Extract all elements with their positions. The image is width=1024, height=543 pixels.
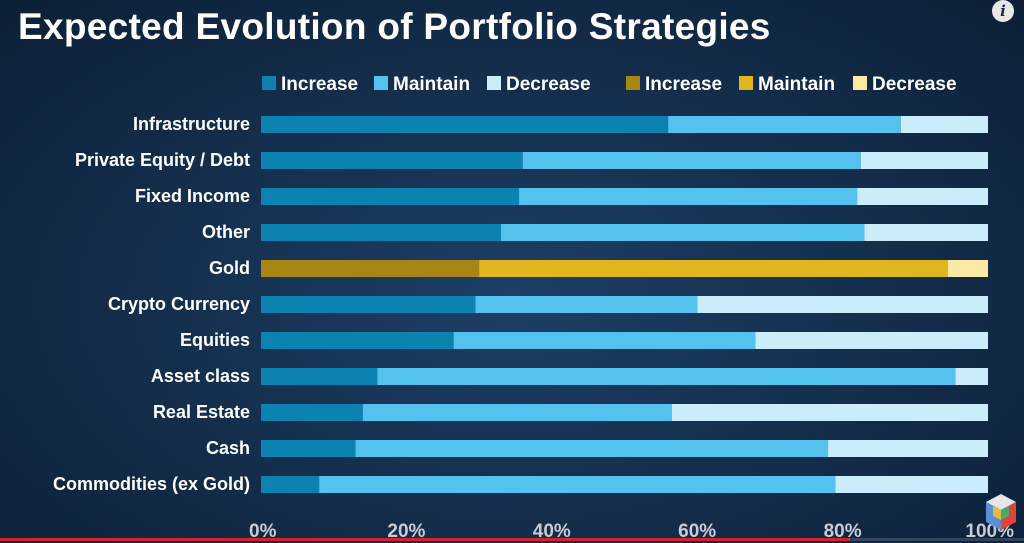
- bar-crypto-currency-increase: [261, 296, 476, 313]
- bar-crypto-currency-decrease: [697, 296, 988, 313]
- category-labels: Infrastructure Private Equity / Debt Fixed…: [53, 114, 250, 494]
- bar-private-equity-debt-maintain: [522, 152, 861, 169]
- bar-equities-maintain: [453, 332, 756, 349]
- bar-gold-increase: [261, 260, 480, 277]
- bar-commodities-ex-gold-decrease: [835, 476, 988, 493]
- legend-swatch-gold-increase: [626, 76, 640, 90]
- legend: Increase Maintain Decrease Increase Maintain…: [262, 74, 957, 95]
- bar-private-equity-debt-decrease: [860, 152, 988, 169]
- bar-crypto-currency-maintain: [475, 296, 698, 313]
- bar-cash-maintain: [355, 440, 829, 457]
- bar-equities-increase: [261, 332, 454, 349]
- bar-gold-maintain: [479, 260, 949, 277]
- category-label-gold: Gold: [209, 258, 250, 278]
- bar-commodities-ex-gold-increase: [261, 476, 320, 493]
- legend-label-gold-decrease: Decrease: [872, 74, 957, 95]
- category-label-other: Other: [202, 222, 250, 242]
- bars: [261, 116, 988, 493]
- legend-swatch-gold-maintain: [739, 76, 753, 90]
- category-label-asset-class: Asset class: [151, 366, 250, 386]
- bar-asset-class-increase: [261, 368, 378, 385]
- tick-label-40: 40%: [533, 521, 571, 542]
- category-label-equities: Equities: [180, 330, 250, 350]
- legend-label-blue-increase: Increase: [281, 74, 358, 95]
- category-label-fixed-income: Fixed Income: [135, 186, 250, 206]
- legend-swatch-blue-increase: [262, 76, 276, 90]
- legend-swatch-blue-maintain: [374, 76, 388, 90]
- bar-private-equity-debt-increase: [261, 152, 523, 169]
- bar-real-estate-increase: [261, 404, 363, 421]
- bar-cash-decrease: [828, 440, 988, 457]
- cube-logo-icon: [986, 494, 1016, 530]
- legend-label-gold-maintain: Maintain: [758, 74, 835, 95]
- bar-infrastructure-increase: [261, 116, 669, 133]
- legend-swatch-blue-decrease: [487, 76, 501, 90]
- tick-label-80: 80%: [824, 521, 862, 542]
- tick-label-60: 60%: [678, 521, 716, 542]
- legend-label-gold-increase: Increase: [645, 74, 722, 95]
- bar-other-decrease: [864, 224, 988, 241]
- video-progress-fill: [0, 538, 850, 541]
- tick-label-0: 0%: [249, 521, 277, 542]
- bar-other-maintain: [500, 224, 865, 241]
- tick-label-20: 20%: [387, 521, 425, 542]
- bar-fixed-income-maintain: [519, 188, 858, 205]
- bar-commodities-ex-gold-maintain: [319, 476, 836, 493]
- category-label-crypto-currency: Crypto Currency: [108, 294, 250, 314]
- bar-real-estate-maintain: [362, 404, 672, 421]
- bar-real-estate-decrease: [671, 404, 988, 421]
- chart-title: Expected Evolution of Portfolio Strategi…: [18, 6, 771, 47]
- bar-cash-increase: [261, 440, 356, 457]
- bar-infrastructure-maintain: [668, 116, 901, 133]
- video-progress-bar[interactable]: [0, 538, 1024, 541]
- legend-label-blue-maintain: Maintain: [393, 74, 470, 95]
- category-label-infrastructure: Infrastructure: [133, 114, 250, 134]
- category-label-commodities-ex-gold: Commodities (ex Gold): [53, 474, 250, 494]
- category-label-private-equity-debt: Private Equity / Debt: [75, 150, 250, 170]
- info-icon[interactable]: i: [992, 0, 1014, 22]
- bar-infrastructure-decrease: [900, 116, 988, 133]
- bar-fixed-income-decrease: [857, 188, 988, 205]
- bar-asset-class-decrease: [955, 368, 988, 385]
- bar-other-increase: [261, 224, 501, 241]
- legend-swatch-gold-decrease: [853, 76, 867, 90]
- category-label-real-estate: Real Estate: [153, 402, 250, 422]
- legend-label-blue-decrease: Decrease: [506, 74, 591, 95]
- category-label-cash: Cash: [206, 438, 250, 458]
- bar-gold-decrease: [948, 260, 988, 277]
- bar-asset-class-maintain: [377, 368, 956, 385]
- bar-equities-decrease: [755, 332, 988, 349]
- x-axis-ticks: 0% 20% 40% 60% 80% 100%: [249, 521, 1014, 542]
- bar-fixed-income-increase: [261, 188, 520, 205]
